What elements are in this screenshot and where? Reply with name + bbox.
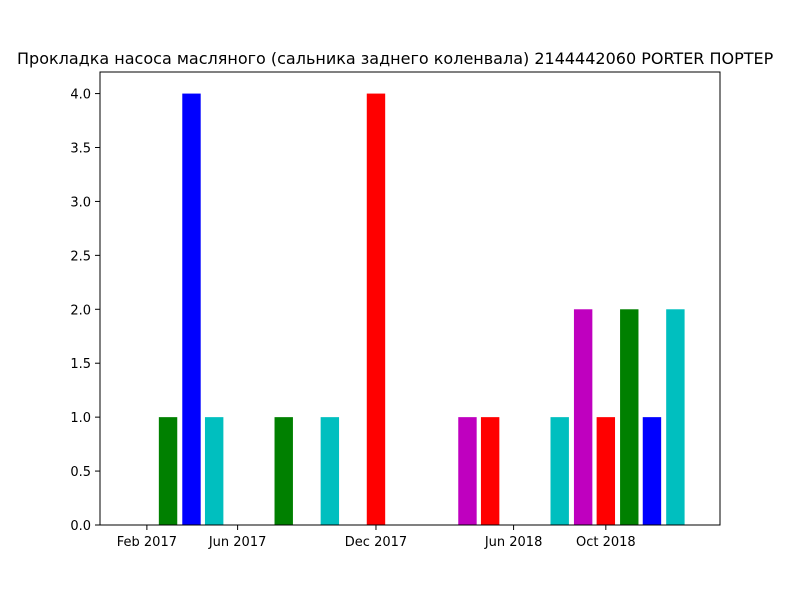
x-tick-label: Feb 2017 <box>117 535 177 550</box>
y-tick-label: 4.0 <box>70 88 91 103</box>
y-tick-label: 2.5 <box>70 249 91 264</box>
x-tick-label: Dec 2017 <box>345 535 407 550</box>
bar-2018-12 <box>642 417 662 525</box>
bar-2017-05 <box>204 417 224 525</box>
x-tick-label: Jun 2017 <box>208 535 267 550</box>
chart-title: Прокладка насоса масляного (сальника зад… <box>17 49 774 68</box>
y-tick-label: 3.0 <box>70 195 91 210</box>
x-tick-label: Oct 2018 <box>576 535 636 550</box>
bar-2018-05 <box>480 417 500 525</box>
x-axis: Feb 2017 Jun 2017 Dec 2017 Jun 2018 Oct 2018 <box>117 525 636 550</box>
bar-2017-12 <box>366 93 386 526</box>
bar-2018-10 <box>596 417 616 525</box>
bar-2018-09 <box>573 309 593 525</box>
bar-2018-08 <box>550 417 569 525</box>
x-tick-label: Jun 2018 <box>484 535 543 550</box>
bar-2017-04 <box>182 93 201 526</box>
bar-2018-04 <box>458 417 477 525</box>
y-axis: 0.0 0.5 1.0 1.5 2.0 2.5 3.0 3.5 4.0 <box>70 88 100 534</box>
y-tick-label: 1.0 <box>70 411 91 426</box>
bar-2017-08 <box>274 417 293 525</box>
plot-area-frame <box>99 71 721 526</box>
y-tick-label: 1.5 <box>70 357 91 372</box>
y-tick-label: 2.0 <box>70 303 91 318</box>
bar-2017-10 <box>320 417 340 525</box>
y-tick-label: 0.5 <box>70 465 91 480</box>
y-tick-label: 3.5 <box>70 142 91 157</box>
bar-2017-03 <box>158 417 178 525</box>
bars-layer <box>158 93 685 526</box>
bar-2019-01 <box>666 309 685 525</box>
bar-2018-11 <box>620 309 639 525</box>
y-tick-label: 0.0 <box>70 519 91 534</box>
